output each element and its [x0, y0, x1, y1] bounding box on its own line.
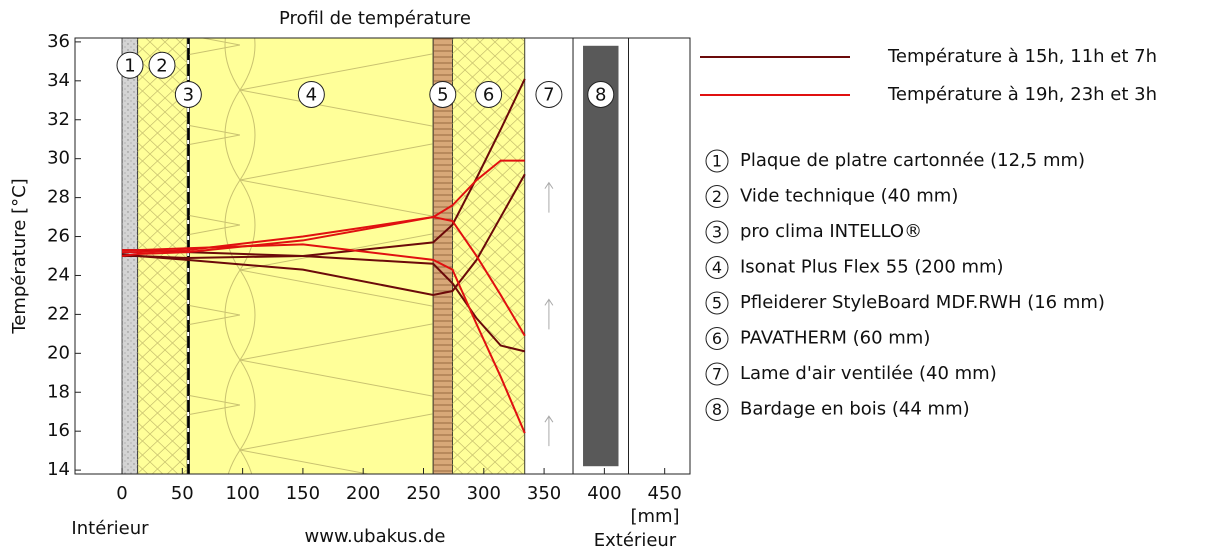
air-arrow	[544, 298, 554, 330]
legend-tag-number: 4	[712, 258, 722, 277]
layer-label: Plaque de platre cartonnée (12,5 mm)	[740, 150, 1085, 171]
legend-tag-number: 2	[712, 187, 722, 206]
y-tick-label: 16	[47, 420, 70, 441]
layer-tag	[297, 80, 325, 108]
x-tick-label: 450	[647, 483, 681, 504]
chart-title: Profil de température	[279, 8, 471, 29]
y-tick-label: 18	[47, 381, 70, 402]
legend-label: Température à 19h, 23h et 3h	[887, 84, 1157, 105]
layer-label: pro clima INTELLO®	[740, 221, 922, 242]
layer-tag-number: 8	[595, 84, 606, 105]
layer-pattern	[433, 38, 453, 474]
x-tick-label: 250	[406, 483, 440, 504]
plot-frame	[74, 37, 691, 475]
layer-tag-number: 6	[483, 84, 494, 105]
layer-board	[583, 45, 619, 467]
y-tick-label: 14	[47, 459, 70, 480]
layer-tag	[174, 80, 202, 108]
x-tick-label: 0	[116, 483, 127, 504]
x-tick-label: 150	[286, 483, 320, 504]
layer-label: PAVATHERM (60 mm)	[740, 328, 930, 349]
y-tick-label: 26	[47, 226, 70, 247]
air-arrow	[544, 181, 554, 213]
legend-tag	[705, 398, 729, 421]
legend-tag	[705, 362, 729, 386]
y-tick-label: 22	[47, 303, 70, 324]
source: www.ubakus.de	[305, 526, 446, 547]
legend-tag	[705, 291, 729, 315]
layer	[524, 37, 574, 475]
layer-label: Vide technique (40 mm)	[740, 186, 958, 207]
layer-tag	[535, 80, 563, 108]
legend-tag-number: 8	[712, 400, 722, 419]
layer-label: Bardage en bois (44 mm)	[740, 399, 970, 420]
x-tick-label: 50	[171, 483, 194, 504]
layer-tag-number: 7	[543, 84, 554, 105]
layer-tag-number: 4	[306, 84, 317, 105]
legend-label: Température à 15h, 11h et 7h	[887, 46, 1157, 67]
legend-tag	[705, 185, 729, 208]
air-arrow	[544, 415, 554, 447]
y-axis-label: Température [°C]	[9, 178, 30, 334]
layer-tag	[587, 80, 615, 108]
legend-tag	[705, 220, 729, 244]
layer-tag-number: 1	[124, 55, 135, 76]
outside-label: Extérieur	[594, 530, 677, 551]
y-tick-label: 34	[47, 70, 70, 91]
layer-tag-number: 2	[156, 55, 167, 76]
x-tick-label: 400	[587, 483, 621, 504]
legend-tag-number: 7	[712, 365, 722, 384]
temperature-curve	[122, 216, 526, 337]
legend-tag-number: 3	[712, 223, 722, 242]
layer-tag	[475, 80, 503, 108]
layer-tag-number: 3	[183, 84, 194, 105]
layer-tag	[116, 51, 144, 79]
x-tick-label: 350	[527, 483, 561, 504]
layer-tag-number: 5	[437, 84, 448, 105]
y-tick-label: 20	[47, 342, 70, 363]
layer-tag	[148, 51, 176, 79]
x-tick-label: 300	[467, 483, 501, 504]
temperature-curve	[121, 173, 526, 296]
layer-pattern	[452, 38, 525, 474]
legend-tag-number: 1	[712, 152, 722, 171]
y-tick-label: 32	[47, 109, 70, 130]
layer-tag	[429, 80, 457, 108]
x-tick-label: 200	[346, 483, 380, 504]
inside-label: Intérieur	[71, 518, 149, 539]
layer-membrane	[187, 38, 190, 474]
layer-label: Isonat Plus Flex 55 (200 mm)	[740, 257, 1004, 278]
y-tick-label: 24	[47, 264, 70, 285]
layer-label: Lame d'air ventilée (40 mm)	[740, 363, 997, 384]
legend-tag-number: 5	[712, 294, 722, 313]
layer-label: Pfleiderer StyleBoard MDF.RWH (16 mm)	[740, 292, 1105, 313]
legend-tag	[705, 149, 729, 173]
temperature-curve	[122, 243, 526, 434]
y-tick-label: 36	[47, 31, 70, 52]
legend-tag-number: 6	[712, 329, 722, 348]
x-tick-label: 100	[225, 483, 259, 504]
y-tick-label: 28	[47, 187, 70, 208]
legend-tag	[705, 256, 729, 279]
x-axis-label: [mm]	[630, 506, 679, 527]
y-tick-label: 30	[47, 148, 70, 169]
legend-tag	[705, 327, 729, 350]
